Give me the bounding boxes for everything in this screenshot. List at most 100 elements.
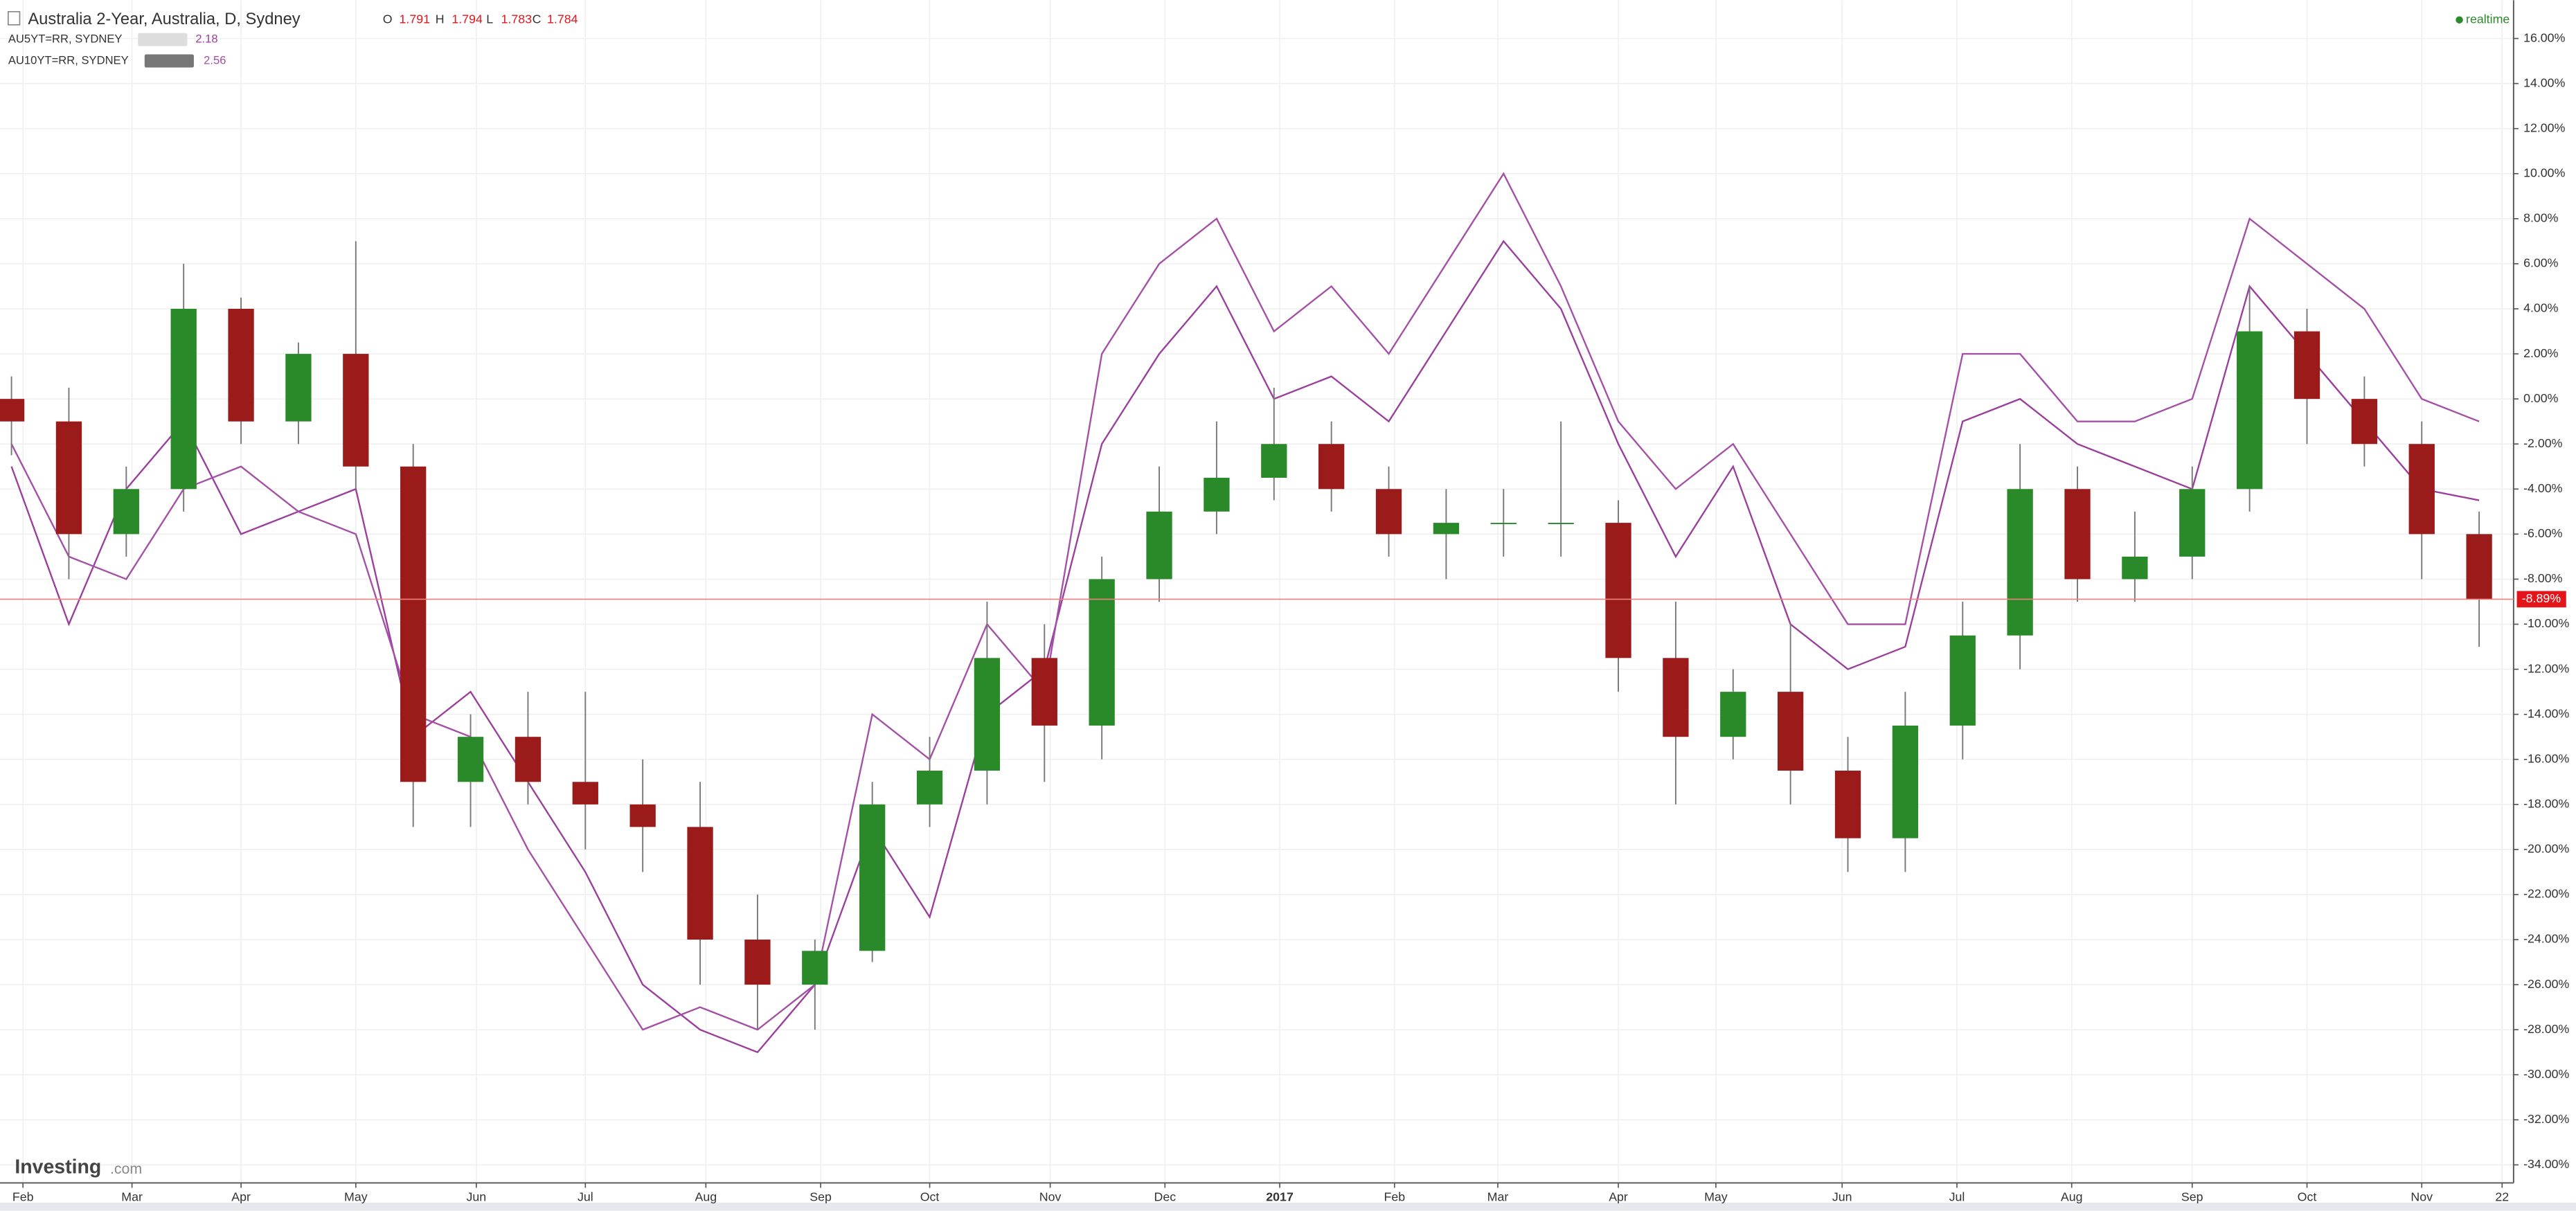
candle-body bbox=[343, 354, 369, 467]
candle-body bbox=[974, 658, 1001, 771]
candle-body bbox=[1892, 725, 1919, 838]
readout-key: O bbox=[383, 12, 393, 26]
x-tick-label: Feb bbox=[1384, 1190, 1405, 1203]
y-tick-label: -2.00% bbox=[2523, 436, 2563, 450]
y-tick-label: -26.00% bbox=[2523, 977, 2569, 991]
candle-body bbox=[2064, 489, 2091, 580]
x-tick-label: Jun bbox=[1832, 1190, 1852, 1203]
candle-body bbox=[572, 782, 598, 805]
candle-body bbox=[1720, 692, 1746, 737]
x-tick-label: Jul bbox=[1949, 1190, 1965, 1203]
x-tick-label: Jun bbox=[467, 1190, 487, 1203]
x-tick-label: Feb bbox=[12, 1190, 34, 1203]
x-tick-label: Sep bbox=[2181, 1190, 2203, 1203]
x-tick-label: Aug bbox=[2061, 1190, 2083, 1203]
candle-body bbox=[916, 770, 943, 805]
chart-title: Australia 2-Year, Australia, D, Sydney bbox=[28, 10, 300, 28]
candle-body bbox=[170, 309, 197, 490]
candle-body bbox=[2351, 399, 2378, 445]
y-tick-label: -28.00% bbox=[2523, 1022, 2569, 1036]
source-logo: Investing bbox=[15, 1156, 101, 1178]
y-tick-label: 12.00% bbox=[2523, 120, 2565, 134]
status-dot bbox=[2456, 16, 2463, 24]
readout-value: 1.791 bbox=[400, 12, 431, 26]
y-tick-label: -16.00% bbox=[2523, 751, 2569, 765]
candle-body bbox=[2236, 331, 2263, 490]
candle-body bbox=[1834, 770, 1861, 838]
y-tick-label: -6.00% bbox=[2523, 526, 2563, 540]
candle-body bbox=[55, 421, 82, 535]
candle-body bbox=[744, 940, 771, 985]
x-tick-label: May bbox=[344, 1190, 368, 1203]
last-price-label: -8.89% bbox=[2522, 591, 2561, 605]
candle-body bbox=[0, 399, 25, 422]
scrollbar[interactable] bbox=[0, 1202, 2576, 1211]
readout-key: C bbox=[533, 12, 542, 26]
y-tick-label: 10.00% bbox=[2523, 165, 2565, 179]
x-tick-label: Oct bbox=[920, 1190, 940, 1203]
grid bbox=[0, 0, 2514, 1183]
plot bbox=[0, 172, 2492, 1054]
candle-body bbox=[1089, 579, 1115, 726]
candle-body bbox=[687, 827, 713, 940]
candle-body bbox=[1318, 444, 1345, 490]
readout-value: 1.794 bbox=[451, 12, 483, 26]
readout-value: 1.784 bbox=[547, 12, 578, 26]
y-tick-label: -12.00% bbox=[2523, 661, 2569, 675]
candle-body bbox=[400, 466, 427, 782]
candle-body bbox=[1375, 489, 1402, 535]
candle-body bbox=[1777, 692, 1804, 771]
candle-body bbox=[1548, 523, 1574, 524]
candle-body bbox=[2122, 556, 2148, 580]
y-tick-label: 4.00% bbox=[2523, 301, 2559, 315]
x-tick-label: May bbox=[1704, 1190, 1728, 1203]
legend-value: 2.56 bbox=[204, 53, 226, 66]
y-tick-label: -22.00% bbox=[2523, 887, 2569, 901]
x-tick-label: Oct bbox=[2298, 1190, 2317, 1203]
x-tick-label: 22 bbox=[2495, 1190, 2509, 1203]
candle-body bbox=[1146, 511, 1172, 580]
status: realtime bbox=[2466, 12, 2510, 26]
readout-key: L bbox=[486, 12, 493, 26]
y-tick-label: -24.00% bbox=[2523, 932, 2569, 946]
x-tick-label: Mar bbox=[1487, 1190, 1509, 1203]
legend-value: 2.18 bbox=[195, 33, 217, 46]
candle-body bbox=[2007, 489, 2033, 636]
candle-body bbox=[802, 951, 828, 985]
y-tick-label: -10.00% bbox=[2523, 616, 2569, 630]
candle-body bbox=[228, 309, 254, 422]
candle-body bbox=[629, 804, 656, 827]
readout-key: H bbox=[436, 12, 445, 26]
x-tick-label: Aug bbox=[695, 1190, 717, 1203]
candle-body bbox=[515, 737, 542, 782]
y-tick-label: -18.00% bbox=[2523, 797, 2569, 811]
candle-body bbox=[1949, 635, 1976, 726]
x-tick-label: Apr bbox=[1609, 1190, 1628, 1203]
candle-body bbox=[285, 354, 312, 422]
x-tick-label: Mar bbox=[121, 1190, 143, 1203]
legend-buttons bbox=[144, 54, 194, 68]
y-tick-label: -14.00% bbox=[2523, 706, 2569, 720]
candle-body bbox=[113, 489, 139, 535]
y-tick-label: 0.00% bbox=[2523, 391, 2559, 405]
y-tick-label: -34.00% bbox=[2523, 1157, 2569, 1171]
legend-buttons bbox=[138, 33, 188, 46]
candle-body bbox=[2179, 489, 2206, 557]
source-suffix: .com bbox=[110, 1160, 142, 1177]
y-tick-label: -4.00% bbox=[2523, 481, 2563, 495]
candle-body bbox=[1031, 658, 1057, 726]
y-tick-label: 8.00% bbox=[2523, 211, 2559, 225]
candle-body bbox=[2408, 444, 2435, 535]
x-tick-label: 2017 bbox=[1266, 1190, 1294, 1203]
y-tick-label: 6.00% bbox=[2523, 256, 2559, 270]
y-tick-label: -32.00% bbox=[2523, 1112, 2569, 1126]
candle-body bbox=[1261, 444, 1287, 478]
collapse-icon[interactable] bbox=[8, 11, 21, 26]
x-tick-label: Nov bbox=[1039, 1190, 1062, 1203]
legend-name: AU5YT=RR, SYDNEY bbox=[8, 33, 123, 46]
x-tick-label: Apr bbox=[231, 1190, 251, 1203]
x-tick-label: Nov bbox=[2410, 1190, 2433, 1203]
